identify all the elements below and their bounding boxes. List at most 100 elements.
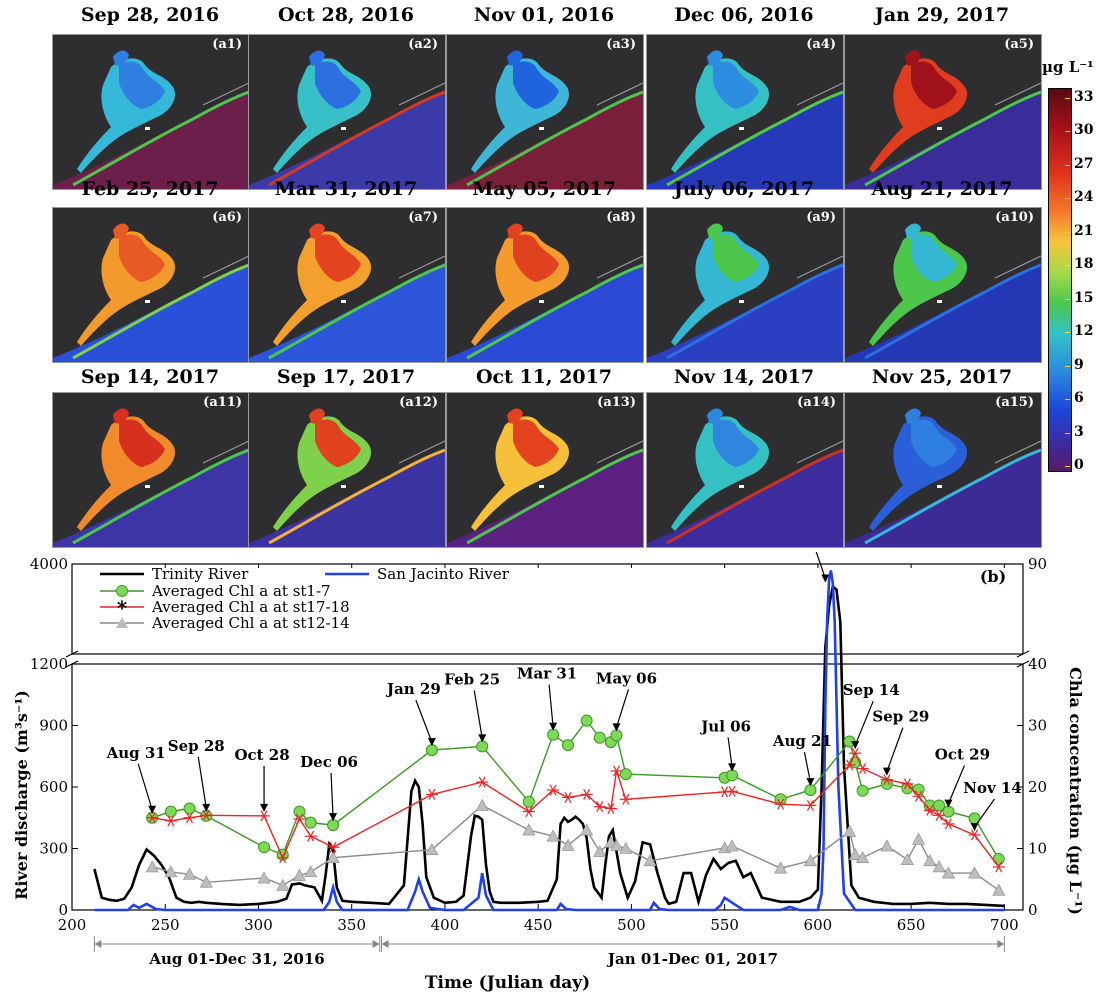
map-date-title: Nov 01, 2016 bbox=[446, 4, 642, 26]
chl-st1-7-point bbox=[727, 770, 738, 781]
x-tick-label: 500 bbox=[617, 916, 646, 934]
annotation-label: Dec 06 bbox=[300, 753, 358, 771]
chl-st12-14-point bbox=[523, 824, 535, 835]
map-panel-6: Feb 25, 2017 (a6) bbox=[52, 178, 248, 363]
x-tick-label: 550 bbox=[710, 916, 739, 934]
legend-marker bbox=[117, 586, 128, 597]
x-axis-title: Time (Julian day) bbox=[425, 973, 590, 993]
legend-label: Trinity River bbox=[152, 565, 249, 583]
colorbar-tick-label: 33 bbox=[1074, 89, 1093, 105]
chl-st12-14-point bbox=[476, 799, 488, 810]
legend-marker: * bbox=[117, 596, 128, 620]
map-date-title: Sep 17, 2017 bbox=[248, 366, 444, 388]
x-tick-label: 450 bbox=[524, 916, 553, 934]
cloud-mask bbox=[539, 127, 544, 130]
map-panel-tag: (a7) bbox=[408, 210, 438, 225]
map-panel-tag: (a8) bbox=[606, 210, 636, 225]
map-date-title: May 05, 2017 bbox=[446, 178, 642, 200]
colorbar-tick-label: 24 bbox=[1074, 189, 1093, 205]
cloud-mask bbox=[539, 485, 544, 488]
chl-st17-18-point bbox=[476, 777, 488, 787]
annotation-arrow bbox=[549, 685, 553, 727]
chl-st1-7-point bbox=[581, 715, 592, 726]
map-image: (a7) bbox=[248, 207, 446, 363]
map-panel-tag: (a13) bbox=[597, 395, 636, 410]
series-line-2 bbox=[152, 721, 999, 859]
map-panel-tag: (a6) bbox=[212, 210, 242, 225]
annotation-arrow bbox=[975, 799, 995, 827]
y-left-tick-label: 4000 bbox=[30, 555, 68, 573]
cloud-mask bbox=[341, 127, 346, 130]
colorbar-tick-label: 18 bbox=[1074, 256, 1093, 272]
period-label: Jan 01-Dec 01, 2017 bbox=[606, 950, 778, 968]
map-panel-15: Nov 25, 2017 (a15) bbox=[844, 366, 1040, 548]
cloud-mask bbox=[145, 300, 150, 303]
chl-st1-7-point bbox=[857, 785, 868, 796]
colorbar-tick-label: 30 bbox=[1074, 122, 1093, 138]
y-right-axis-title: Chla concentration (µg L⁻¹) bbox=[1066, 667, 1085, 915]
chl-st12-14-point bbox=[924, 855, 936, 866]
chl-st12-14-point bbox=[258, 872, 270, 883]
annotation-label: Sep 29 bbox=[872, 708, 929, 726]
cloud-mask bbox=[739, 127, 744, 130]
annotation-arrow bbox=[416, 700, 432, 742]
annotation-arrow bbox=[887, 728, 903, 772]
chl-st17-18-point bbox=[726, 786, 738, 796]
annotation-arrow bbox=[138, 764, 152, 810]
panel-label: (b) bbox=[980, 567, 1006, 586]
colorbar-tick-label: 9 bbox=[1074, 357, 1084, 373]
colorbar-tick-label: 3 bbox=[1074, 424, 1084, 440]
y-right-tick-label: 40 bbox=[1028, 655, 1047, 673]
map-image: (a15) bbox=[844, 392, 1042, 548]
map-panel-7: Mar 31, 2017 (a7) bbox=[248, 178, 444, 363]
map-panel-tag: (a11) bbox=[203, 395, 242, 410]
colorbar-tick-mark bbox=[1065, 198, 1070, 199]
cloud-mask bbox=[739, 485, 744, 488]
annotation-arrow bbox=[728, 737, 732, 767]
annotation-arrow bbox=[616, 689, 628, 727]
annotation-label: Jan 29 bbox=[385, 680, 441, 698]
x-tick-label: 300 bbox=[244, 916, 273, 934]
chl-st12-14-point bbox=[913, 833, 925, 844]
annotation-arrow bbox=[855, 701, 873, 745]
map-image: (a8) bbox=[446, 207, 644, 363]
map-image: (a1) bbox=[52, 34, 250, 190]
colorbar-tick-label: 0 bbox=[1074, 457, 1084, 473]
y-left-tick-label: 900 bbox=[39, 717, 68, 735]
chl-st1-7-point bbox=[165, 806, 176, 817]
chl-st12-14-point bbox=[933, 861, 945, 872]
map-image: (a2) bbox=[248, 34, 446, 190]
map-date-title: Oct 28, 2016 bbox=[248, 4, 444, 26]
map-date-title: Feb 25, 2017 bbox=[52, 178, 248, 200]
annotation-arrow bbox=[474, 690, 482, 738]
chl-st12-14-point bbox=[804, 855, 816, 866]
legend-label: San Jacinto River bbox=[377, 565, 510, 583]
chl-st17-18-point bbox=[305, 831, 317, 841]
x-tick-label: 650 bbox=[897, 916, 926, 934]
map-panel-9: July 06, 2017 (a9) bbox=[646, 178, 842, 363]
map-panel-4: Dec 06, 2016 (a4) bbox=[646, 4, 842, 190]
colorbar-tick-label: 27 bbox=[1074, 156, 1093, 172]
chl-st12-14-point bbox=[277, 879, 289, 890]
x-tick-label: 400 bbox=[431, 916, 460, 934]
map-panel-8: May 05, 2017 (a8) bbox=[446, 178, 642, 363]
annotation-label: Jul 06 bbox=[699, 717, 751, 735]
y-right-tick-label: 90 bbox=[1028, 555, 1047, 573]
chl-st17-18-point bbox=[620, 794, 632, 804]
cloud-mask bbox=[937, 300, 942, 303]
map-panel-5: Jan 29, 2017 (a5) bbox=[844, 4, 1040, 190]
chl-st17-18-point bbox=[562, 792, 574, 802]
colorbar-tick-mark bbox=[1065, 299, 1070, 300]
annotation-arrow bbox=[198, 757, 206, 808]
chl-st1-7-point bbox=[611, 730, 622, 741]
colorbar-tick-label: 6 bbox=[1074, 390, 1084, 406]
colorbar-unit: µg L⁻¹ bbox=[1042, 58, 1094, 76]
chl-st17-18-point bbox=[258, 811, 270, 821]
map-image: (a10) bbox=[844, 207, 1042, 363]
chl-st1-7-point bbox=[620, 769, 631, 780]
annotation-label: Aug 21 bbox=[772, 732, 832, 750]
chl-st1-7-point bbox=[523, 796, 534, 807]
cloud-mask bbox=[145, 485, 150, 488]
chl-st1-7-point bbox=[563, 740, 574, 751]
map-image: (a9) bbox=[646, 207, 844, 363]
